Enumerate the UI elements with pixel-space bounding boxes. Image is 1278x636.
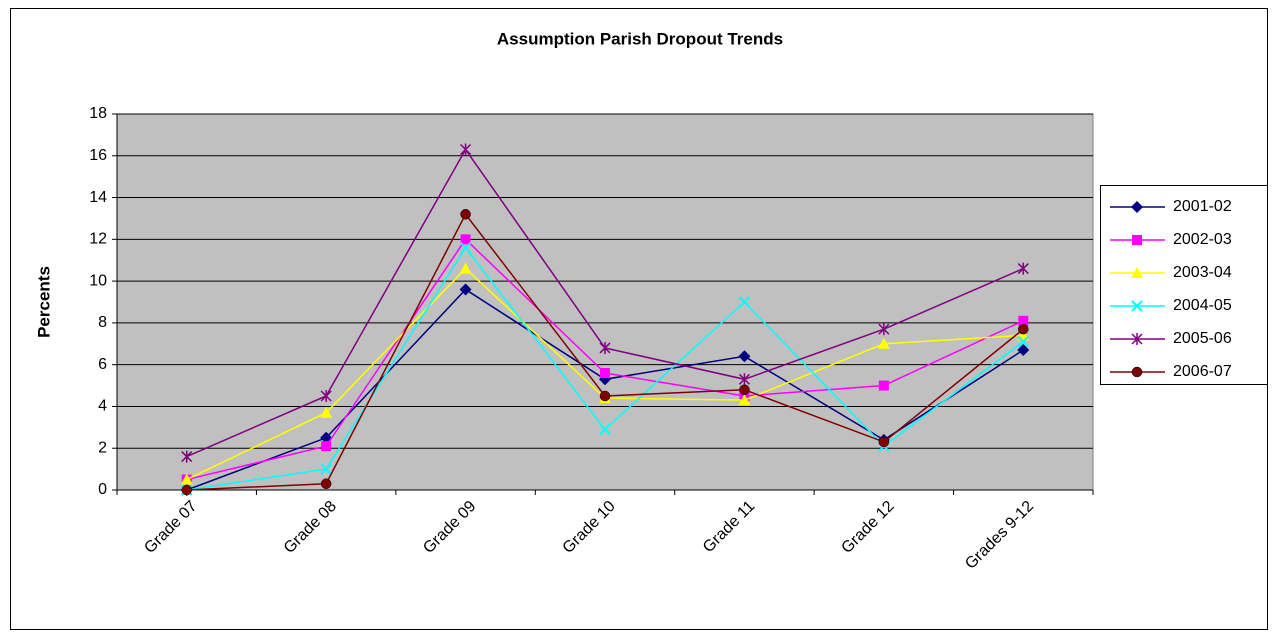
data-point: [599, 423, 611, 436]
y-tick-label: 8: [98, 314, 107, 331]
data-point: [1017, 335, 1029, 348]
data-point: [739, 384, 750, 395]
legend-label: 2003-04: [1173, 264, 1232, 281]
legend-marker: [1131, 300, 1143, 312]
y-tick-label: 2: [98, 439, 107, 456]
data-point: [459, 283, 472, 296]
legend-marker: [1131, 201, 1143, 213]
data-point: [878, 323, 890, 336]
data-point: [459, 241, 472, 254]
data-point: [320, 463, 332, 475]
data-point: [599, 390, 611, 402]
data-point: [320, 390, 332, 402]
legend-label: 2005-06: [1173, 330, 1232, 347]
data-point: [878, 380, 889, 391]
data-point: [1017, 262, 1029, 275]
data-point: [738, 350, 751, 363]
data-point: [1018, 315, 1029, 326]
legend-label: 2001-02: [1173, 198, 1232, 215]
legend-marker: [1131, 267, 1143, 278]
data-point: [738, 394, 751, 406]
data-point: [460, 143, 472, 156]
data-point: [738, 296, 751, 308]
legend-marker: [1132, 235, 1142, 245]
data-point: [738, 373, 750, 386]
data-point: [1017, 344, 1030, 357]
data-point: [599, 341, 611, 354]
data-point: [320, 406, 333, 418]
data-point: [181, 484, 192, 496]
data-point: [181, 450, 193, 463]
y-axis-label: Percents: [34, 266, 53, 338]
data-point: [321, 441, 332, 452]
data-point: [320, 478, 332, 489]
legend-marker: [1131, 366, 1143, 378]
y-tick-label: 14: [89, 189, 107, 206]
data-point: [459, 262, 472, 274]
data-point: [877, 337, 890, 349]
y-tick-label: 10: [89, 272, 107, 289]
legend-label: 2002-03: [1173, 231, 1232, 248]
legend-marker: [1131, 333, 1143, 345]
y-tick-label: 6: [98, 356, 107, 373]
y-tick-label: 18: [89, 105, 107, 122]
data-point: [460, 234, 471, 245]
plot-area: [116, 113, 1094, 491]
data-point: [600, 368, 610, 379]
data-point: [180, 473, 193, 485]
legend-label: 2004-05: [1173, 297, 1232, 314]
data-point: [878, 436, 890, 448]
data-point: [460, 209, 471, 220]
y-tick-label: 16: [89, 147, 107, 164]
chart-title: Assumption Parish Dropout Trends: [497, 29, 783, 48]
y-tick-label: 12: [89, 231, 107, 248]
legend-label: 2006-07: [1173, 363, 1232, 380]
data-point: [1018, 323, 1029, 335]
y-tick-label: 4: [98, 398, 107, 415]
y-tick-label: 0: [98, 481, 107, 498]
legend: [1100, 185, 1268, 385]
